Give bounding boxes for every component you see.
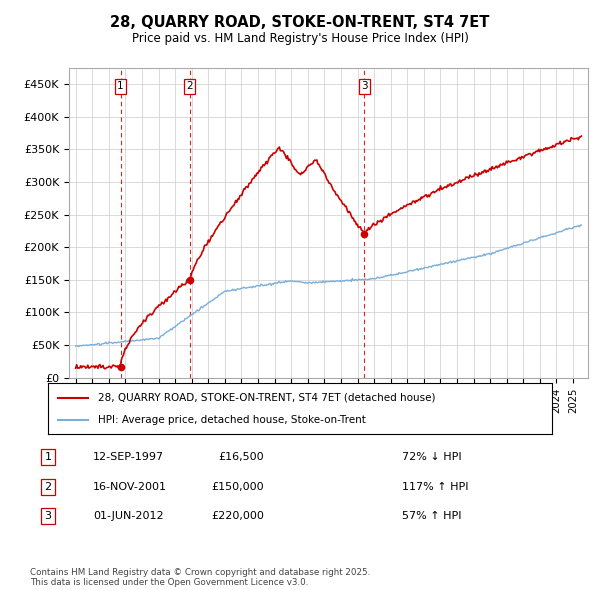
Text: 1: 1 (44, 453, 52, 462)
Text: 28, QUARRY ROAD, STOKE-ON-TRENT, ST4 7ET: 28, QUARRY ROAD, STOKE-ON-TRENT, ST4 7ET (110, 15, 490, 30)
Text: 16-NOV-2001: 16-NOV-2001 (93, 482, 167, 491)
Text: 72% ↓ HPI: 72% ↓ HPI (402, 453, 461, 462)
Text: £220,000: £220,000 (211, 512, 264, 521)
Text: Contains HM Land Registry data © Crown copyright and database right 2025.
This d: Contains HM Land Registry data © Crown c… (30, 568, 370, 587)
Text: 3: 3 (44, 512, 52, 521)
Text: 1: 1 (117, 81, 124, 91)
Text: £150,000: £150,000 (211, 482, 264, 491)
Text: 2: 2 (187, 81, 193, 91)
Text: 28, QUARRY ROAD, STOKE-ON-TRENT, ST4 7ET (detached house): 28, QUARRY ROAD, STOKE-ON-TRENT, ST4 7ET… (98, 392, 436, 402)
Text: £16,500: £16,500 (218, 453, 264, 462)
Text: 2: 2 (44, 482, 52, 491)
Text: 01-JUN-2012: 01-JUN-2012 (93, 512, 164, 521)
Text: 3: 3 (361, 81, 368, 91)
Text: Price paid vs. HM Land Registry's House Price Index (HPI): Price paid vs. HM Land Registry's House … (131, 32, 469, 45)
Text: 57% ↑ HPI: 57% ↑ HPI (402, 512, 461, 521)
Text: 12-SEP-1997: 12-SEP-1997 (93, 453, 164, 462)
Text: HPI: Average price, detached house, Stoke-on-Trent: HPI: Average price, detached house, Stok… (98, 415, 366, 425)
Text: 117% ↑ HPI: 117% ↑ HPI (402, 482, 469, 491)
